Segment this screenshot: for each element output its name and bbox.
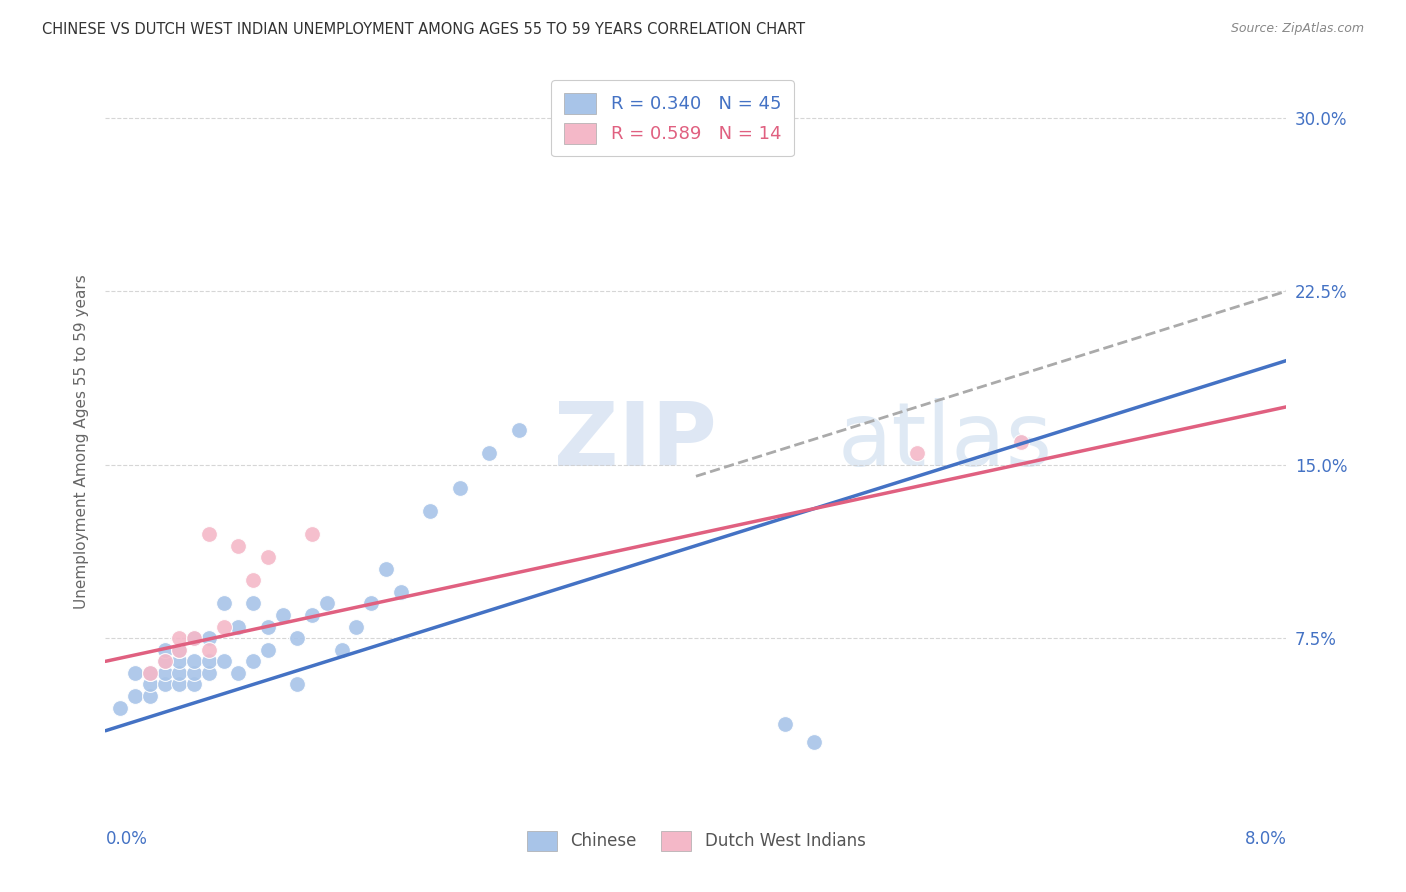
Point xyxy=(138,677,162,691)
Point xyxy=(212,619,235,633)
Point xyxy=(124,665,146,680)
Point xyxy=(315,597,337,611)
Point xyxy=(138,665,162,680)
Point xyxy=(226,665,250,680)
Point xyxy=(153,654,176,668)
Point xyxy=(183,677,205,691)
Point xyxy=(242,654,264,668)
Point xyxy=(197,631,219,645)
Point xyxy=(183,631,205,645)
Point xyxy=(508,423,530,437)
Point xyxy=(242,597,264,611)
Point xyxy=(242,574,264,588)
Point xyxy=(169,665,191,680)
Point xyxy=(169,642,191,657)
Legend: Chinese, Dutch West Indians: Chinese, Dutch West Indians xyxy=(519,823,873,859)
Point xyxy=(478,446,501,460)
Point xyxy=(183,631,205,645)
Point xyxy=(138,665,162,680)
Point xyxy=(169,631,191,645)
Point xyxy=(905,446,928,460)
Point xyxy=(197,654,219,668)
Point xyxy=(197,642,219,657)
Point xyxy=(344,619,367,633)
Point xyxy=(169,654,191,668)
Point xyxy=(389,585,412,599)
Point xyxy=(287,677,309,691)
Point xyxy=(256,550,278,565)
Point xyxy=(256,619,278,633)
Point xyxy=(169,677,191,691)
Point xyxy=(226,539,250,553)
Text: 0.0%: 0.0% xyxy=(105,830,148,848)
Point xyxy=(153,677,176,691)
Point xyxy=(301,527,323,541)
Point xyxy=(803,735,825,749)
Point xyxy=(138,689,162,703)
Text: ZIP: ZIP xyxy=(554,398,717,485)
Point xyxy=(197,527,219,541)
Point xyxy=(153,665,176,680)
Point xyxy=(183,665,205,680)
Point xyxy=(301,608,323,623)
Text: Source: ZipAtlas.com: Source: ZipAtlas.com xyxy=(1230,22,1364,36)
Point xyxy=(330,642,353,657)
Point xyxy=(226,619,250,633)
Point xyxy=(419,504,441,518)
Point xyxy=(1010,434,1032,449)
Point xyxy=(212,654,235,668)
Point xyxy=(271,608,294,623)
Point xyxy=(153,642,176,657)
Point xyxy=(212,597,235,611)
Point xyxy=(124,689,146,703)
Point xyxy=(287,631,309,645)
Point xyxy=(169,642,191,657)
Text: 8.0%: 8.0% xyxy=(1244,830,1286,848)
Text: CHINESE VS DUTCH WEST INDIAN UNEMPLOYMENT AMONG AGES 55 TO 59 YEARS CORRELATION : CHINESE VS DUTCH WEST INDIAN UNEMPLOYMEN… xyxy=(42,22,806,37)
Y-axis label: Unemployment Among Ages 55 to 59 years: Unemployment Among Ages 55 to 59 years xyxy=(75,274,90,609)
Point xyxy=(256,642,278,657)
Point xyxy=(360,597,382,611)
Point xyxy=(197,665,219,680)
Text: atlas: atlas xyxy=(838,398,1053,485)
Point xyxy=(449,481,471,495)
Point xyxy=(183,654,205,668)
Point xyxy=(110,700,132,714)
Point xyxy=(773,716,796,731)
Point xyxy=(153,654,176,668)
Point xyxy=(374,562,396,576)
